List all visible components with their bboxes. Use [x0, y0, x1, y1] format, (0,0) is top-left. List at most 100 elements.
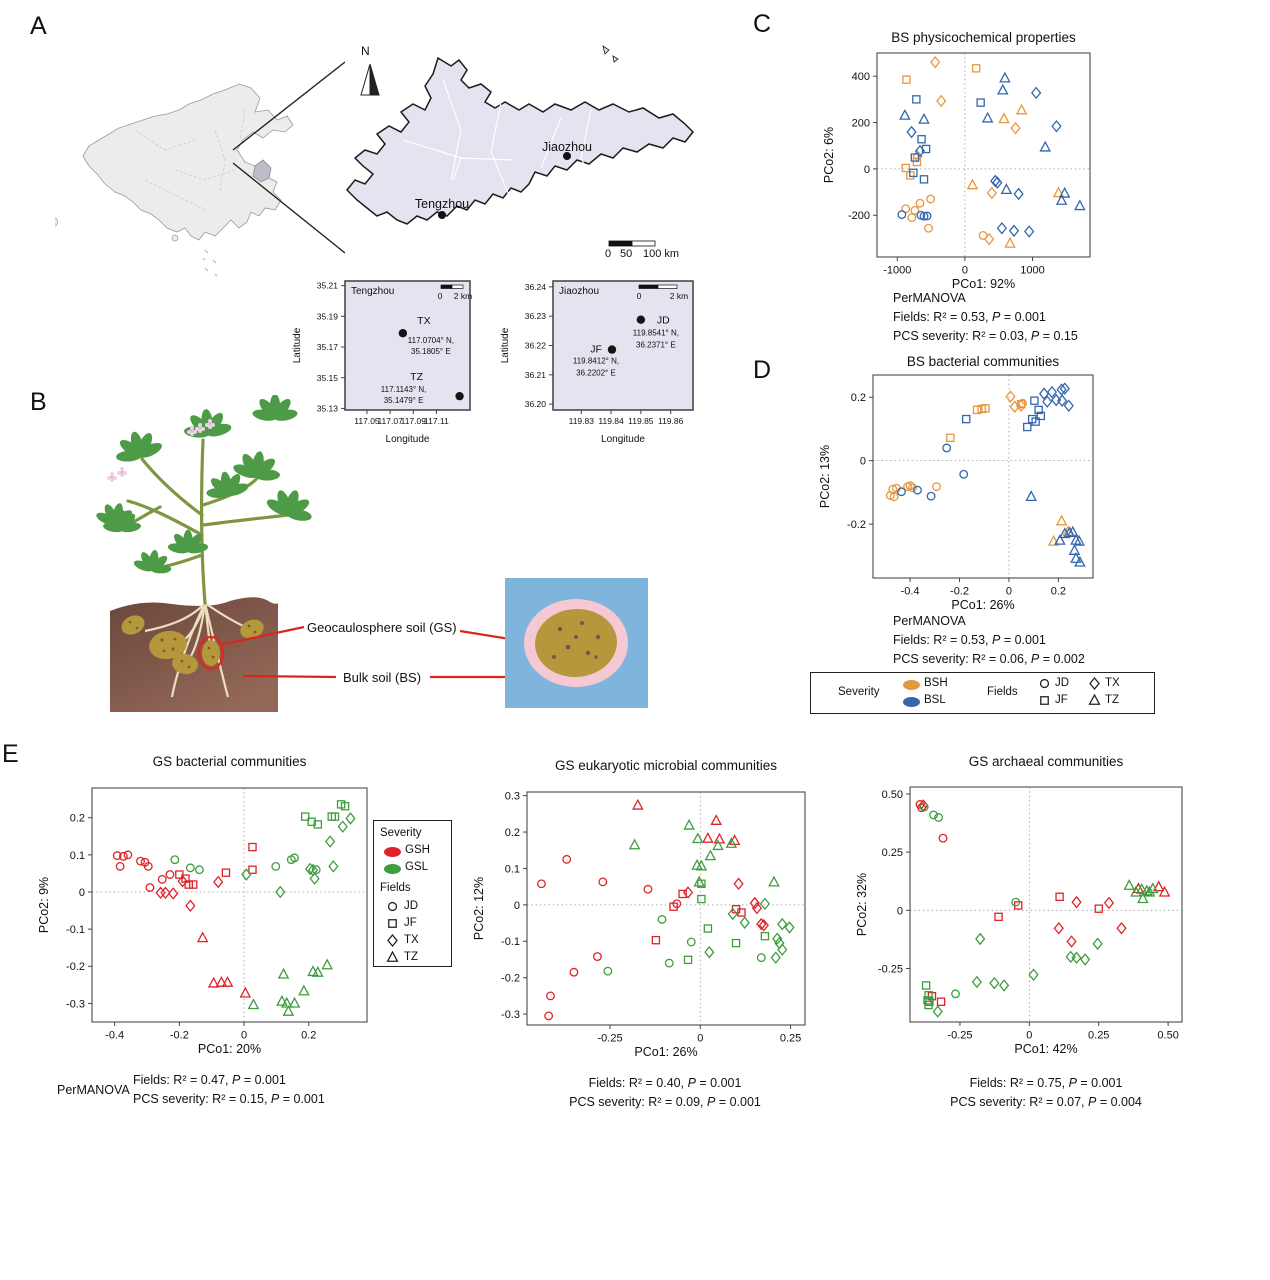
permanova-heading: PerMANOVA	[893, 614, 966, 628]
zoom-connector-lines	[232, 61, 345, 254]
bsl-label: BSL	[924, 694, 946, 706]
series-BSH-TX	[1005, 390, 1027, 413]
stats-gs-archaeal: Fields: R² = 0.75, P = 0.001 PCS severit…	[876, 1074, 1216, 1112]
series-BSH-JF	[901, 64, 981, 180]
svg-text:2 km: 2 km	[454, 291, 472, 301]
svg-text:117.0704° N,35.1805° E: 117.0704° N, 35.1805° E	[408, 336, 454, 356]
stats-bs-physicochemical: PerMANOVA Fields: R² = 0.53, P = 0.001 P…	[893, 289, 1078, 346]
svg-text:-0.2: -0.2	[847, 519, 866, 531]
svg-text:0.25: 0.25	[1088, 1030, 1109, 1042]
svg-text:119.8412° N,36.2202° E: 119.8412° N, 36.2202° E	[573, 357, 619, 378]
svg-text:-0.3: -0.3	[501, 1009, 520, 1021]
soil-block	[110, 597, 278, 712]
tubers	[121, 615, 264, 675]
scale-label-100: 100 km	[643, 248, 680, 260]
tx-marker-icon	[1088, 676, 1101, 691]
svg-text:PCo1: 26%: PCo1: 26%	[951, 598, 1014, 612]
gsh-label: GSH	[405, 844, 430, 856]
svg-text:119.86: 119.86	[658, 416, 684, 426]
svg-text:PCo2: 32%: PCo2: 32%	[855, 873, 869, 936]
svg-text:0.1: 0.1	[70, 850, 85, 862]
svg-text:BS physicochemical properties: BS physicochemical properties	[891, 30, 1076, 45]
svg-text:GS eukaryotic microbial commun: GS eukaryotic microbial communities	[555, 758, 777, 773]
svg-text:0: 0	[1026, 1030, 1032, 1042]
series-GSH-TX	[918, 799, 1127, 948]
series-GSH-TX	[155, 874, 224, 913]
svg-text:35.19: 35.19	[317, 311, 339, 321]
stat-pcs-severity: PCS severity: R² = 0.15, P = 0.001	[133, 1092, 325, 1106]
svg-text:0: 0	[962, 265, 968, 277]
svg-text:400: 400	[852, 71, 870, 83]
svg-text:TX: TX	[417, 315, 430, 327]
svg-text:TZ: TZ	[410, 371, 423, 383]
svg-text:2 km: 2 km	[670, 291, 688, 301]
svg-text:PCo2: 9%: PCo2: 9%	[37, 877, 51, 933]
series-GSH-TZ	[196, 931, 252, 998]
series-GSL-TZ	[1123, 879, 1159, 904]
series-BSH-TZ	[1047, 514, 1074, 546]
tz-label: TZ	[404, 951, 419, 963]
svg-text:-0.4: -0.4	[901, 586, 920, 598]
series-BSL-TZ	[1025, 490, 1086, 567]
bs-bacterial-plot: -0.4 -0.2 0 0.2 -0.2 0 0.2 BS bacterial communi…	[818, 354, 1094, 612]
svg-text:1000: 1000	[1020, 265, 1044, 277]
gs-highlight-ring	[197, 635, 225, 671]
jf-marker-icon	[1038, 694, 1051, 707]
svg-text:0.2: 0.2	[70, 813, 85, 825]
series-BSH-JF	[946, 399, 1026, 443]
svg-text:0: 0	[241, 1030, 247, 1042]
gs-soil-label: Geocaulosphere soil (GS)	[307, 620, 457, 635]
tz-label: TZ	[1105, 694, 1120, 706]
gsh-swatch	[384, 847, 401, 857]
svg-text:36.24: 36.24	[525, 282, 547, 292]
compass-label: N	[361, 44, 370, 58]
svg-text:PCo1: 26%: PCo1: 26%	[634, 1045, 697, 1059]
svg-text:JD: JD	[657, 315, 670, 327]
series-BSL-TZ	[899, 71, 1086, 211]
bsh-swatch	[903, 680, 920, 690]
fields-legend-title: Fields	[380, 882, 411, 894]
series-GSL-JF	[300, 800, 350, 829]
svg-text:Tengzhou: Tengzhou	[351, 286, 394, 297]
svg-text:PCo2: 12%: PCo2: 12%	[472, 877, 486, 940]
svg-text:0: 0	[438, 291, 443, 301]
jf-marker-icon	[386, 917, 399, 930]
svg-text:GS bacterial communities: GS bacterial communities	[153, 754, 307, 769]
svg-text:-0.2: -0.2	[501, 973, 520, 985]
svg-text:PCo2: 13%: PCo2: 13%	[818, 445, 832, 508]
stat-fields: Fields: R² = 0.53, P = 0.001	[893, 633, 1046, 647]
pcoa-gs-archaeal: -0.25 0 0.25 0.50 -0.25 0 0.25 0.50 GS archaeal …	[846, 750, 1204, 1072]
panel-c-label: C	[753, 10, 772, 38]
pcoa-bs-physicochemical: -1000 0 1000 -200 0 200 400 BS physicochemical …	[790, 24, 1105, 316]
jd-marker-icon	[1038, 677, 1051, 690]
fields-legend-title: Fields	[987, 686, 1018, 698]
svg-text:36.22: 36.22	[525, 341, 547, 351]
stat-pcs-severity: PCS severity: R² = 0.06, P = 0.002	[893, 652, 1085, 666]
china-map	[55, 83, 294, 277]
series-sites-jiaozhou	[607, 315, 646, 354]
svg-text:119.85: 119.85	[628, 416, 654, 426]
svg-text:119.8541° N,36.2371° E: 119.8541° N, 36.2371° E	[633, 329, 679, 350]
series-BSH-JD	[885, 398, 1027, 502]
main-scalebar	[608, 240, 656, 247]
series-GSL-JD	[170, 853, 321, 875]
svg-text:117.1143° N,35.1479° E: 117.1143° N, 35.1479° E	[381, 385, 427, 405]
gs-archaeal-plot: -0.25 0 0.25 0.50 -0.25 0 0.25 0.50 GS archaeal …	[855, 754, 1183, 1056]
series-GSH-JF	[175, 842, 257, 889]
permanova-heading-e: PerMANOVA	[57, 1083, 130, 1097]
svg-text:Longitude: Longitude	[386, 434, 430, 445]
svg-text:0.2: 0.2	[301, 1030, 316, 1042]
series-GSH-TX	[682, 877, 769, 932]
tx-label: TX	[1105, 677, 1120, 689]
series-BSH-TZ	[966, 103, 1065, 248]
svg-text:-0.25: -0.25	[878, 963, 903, 975]
series-GSL-JD	[919, 802, 1021, 999]
tuber-cross-section	[535, 608, 617, 678]
stat-fields: Fields: R² = 0.75, P = 0.001	[969, 1076, 1123, 1090]
svg-text:0: 0	[897, 905, 903, 917]
stat-fields: Fields: R² = 0.47, P = 0.001	[133, 1073, 286, 1087]
panel-b-label: B	[30, 388, 47, 416]
stat-fields: Fields: R² = 0.53, P = 0.001	[893, 310, 1046, 324]
svg-text:0: 0	[79, 887, 85, 899]
